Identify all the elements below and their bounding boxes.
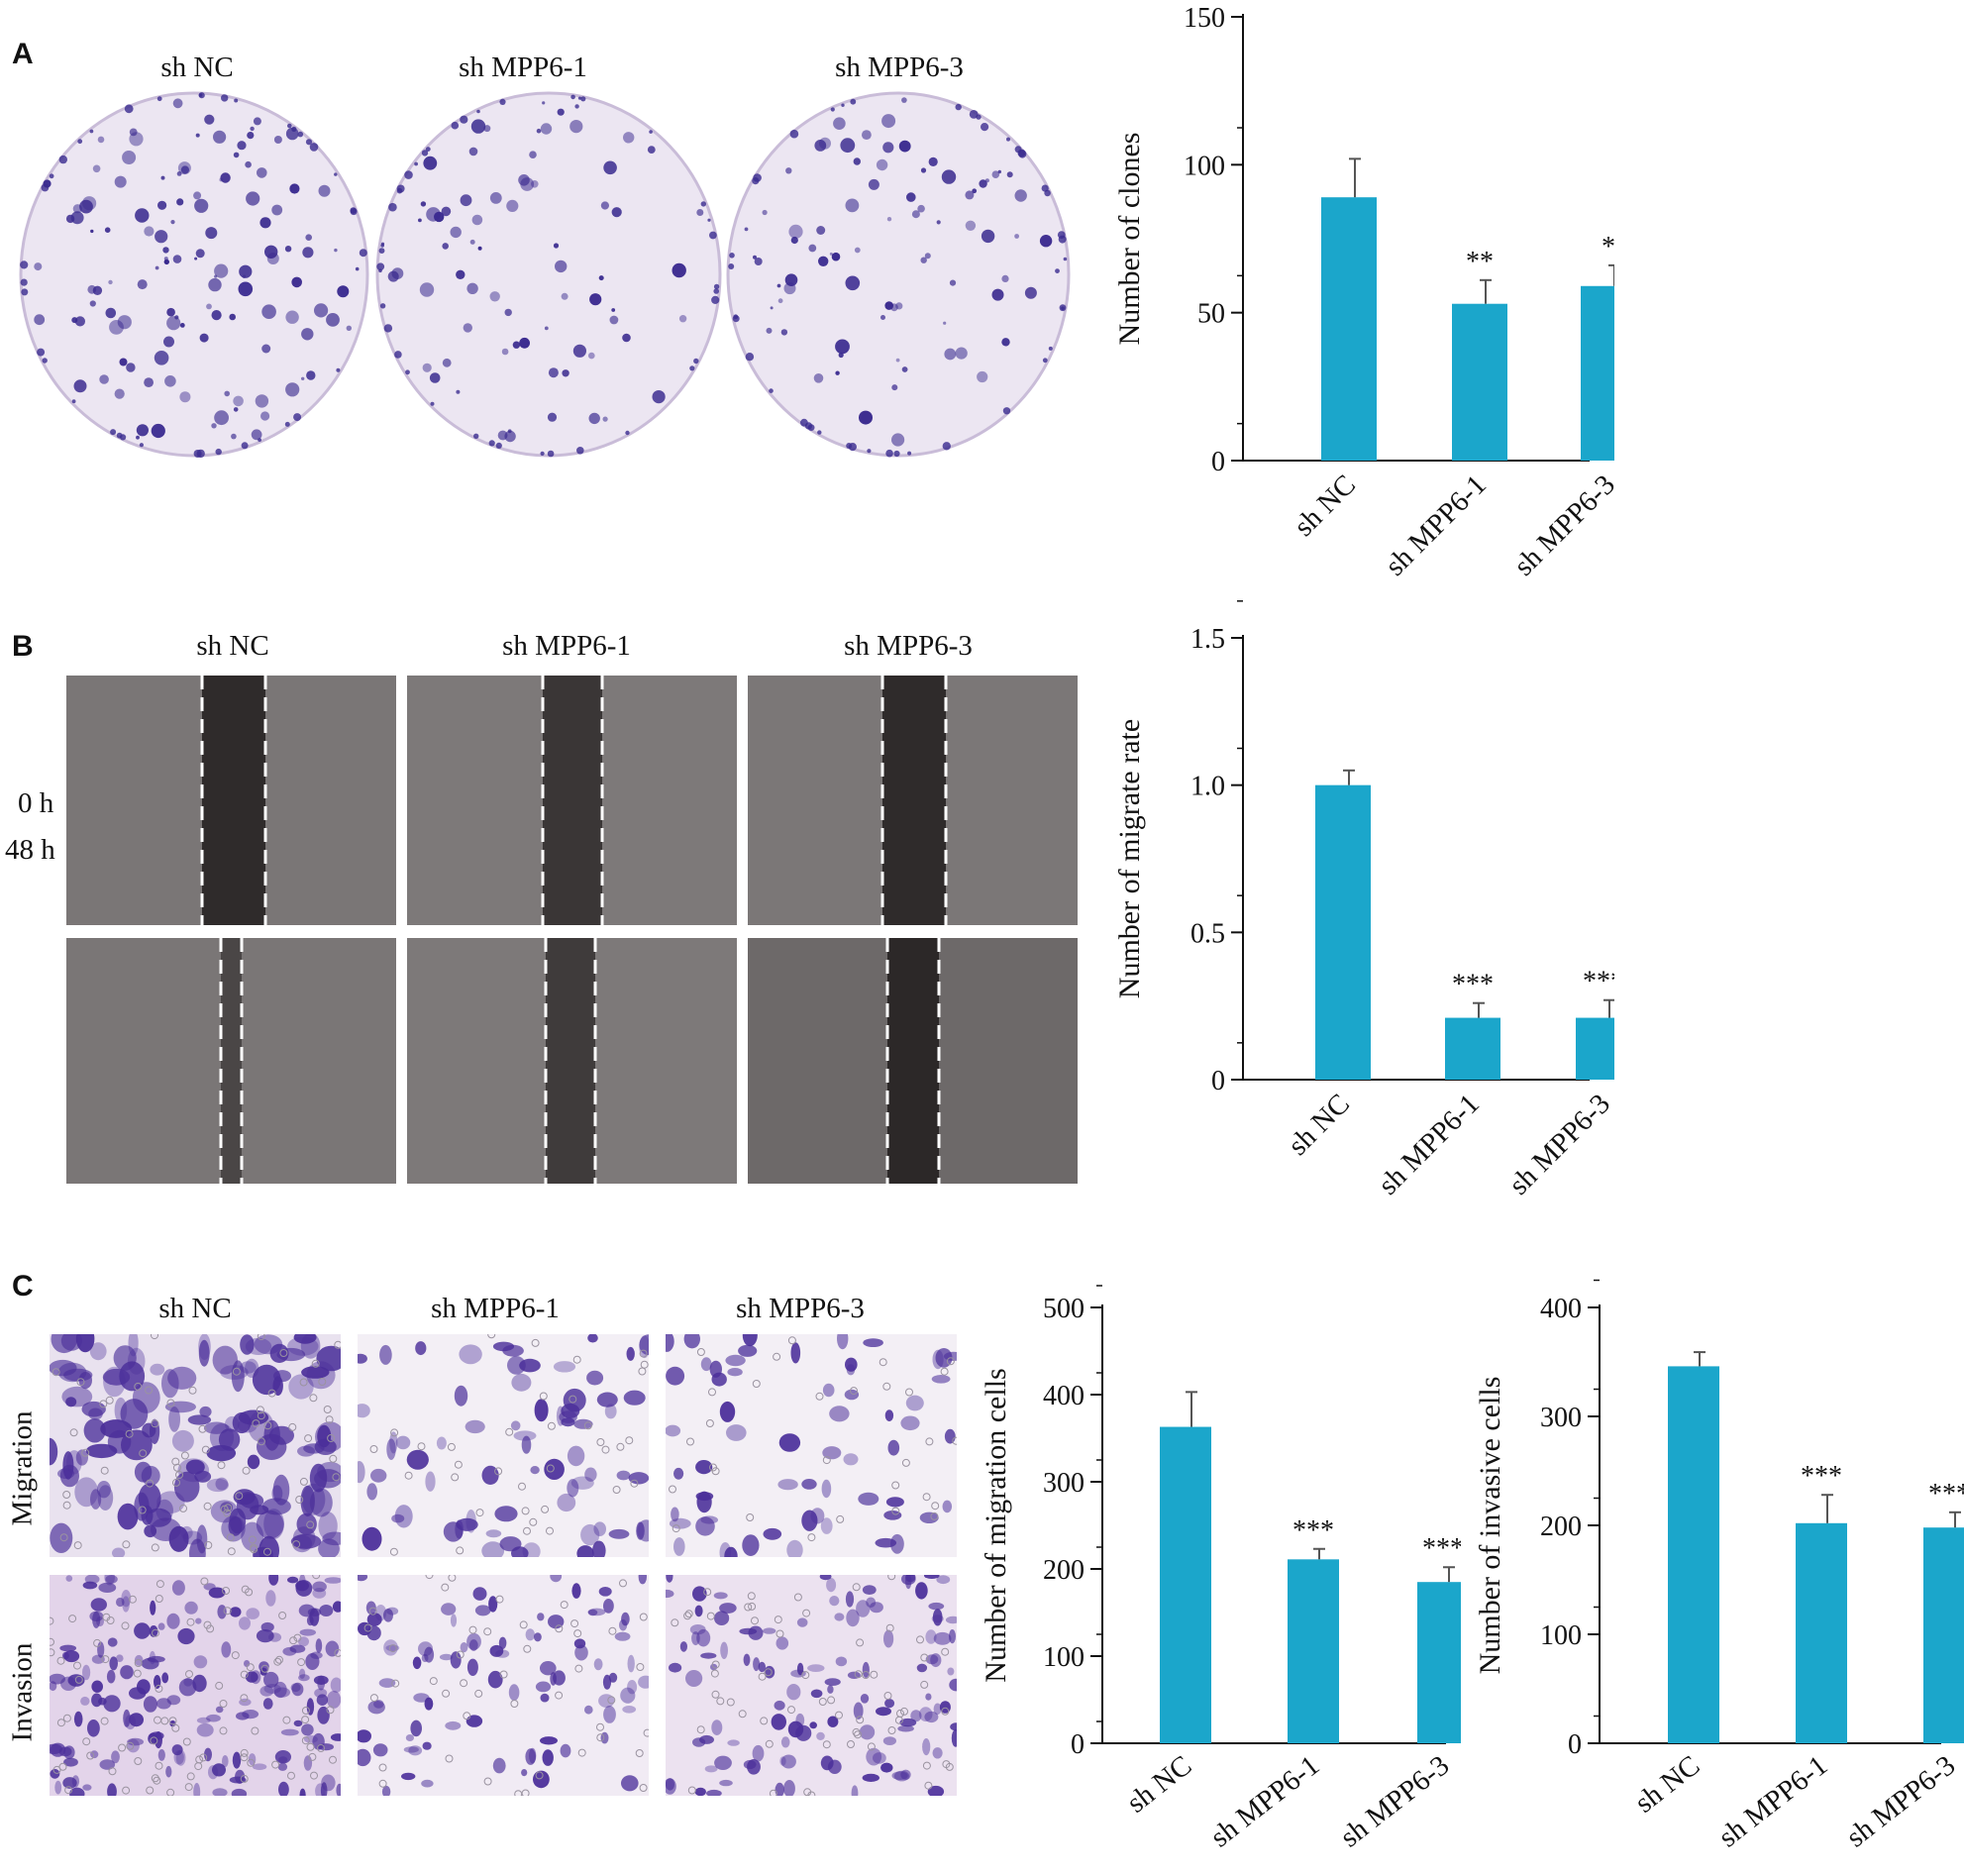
colony-dots <box>376 94 720 458</box>
x-tick-label: sh NC <box>1629 1749 1706 1819</box>
bar <box>1160 1426 1211 1743</box>
chart-migrate-rate: 0 0.5 1.0 1.5 Number of migrate rate sh NC ***… <box>1113 600 1614 1201</box>
bar <box>1796 1522 1847 1743</box>
x-tick-label: sh MPP6-1 <box>1712 1749 1833 1853</box>
panel-b-label-sh-mpp6-1: sh MPP6-1 <box>502 630 631 662</box>
bar <box>1452 303 1507 461</box>
culture-dish-sh-mpp6-3 <box>726 91 1071 458</box>
x-tick-label: sh NC <box>1282 1088 1355 1161</box>
y-tick-label: 400 <box>1540 1294 1582 1324</box>
bar <box>1321 197 1377 462</box>
bar <box>1315 784 1371 1080</box>
y-tick-label: 100 <box>1184 151 1225 181</box>
x-tick-label: sh NC <box>1121 1749 1197 1819</box>
panel-c-label-sh-mpp6-1: sh MPP6-1 <box>431 1293 560 1324</box>
y-axis-label: Number of invasive cells <box>1474 1377 1506 1675</box>
y-tick-label: 200 <box>1540 1511 1582 1542</box>
row-label-48h: 48 h <box>5 834 55 866</box>
x-tick-label: sh MPP6-3 <box>1334 1749 1455 1853</box>
transwell-invasion-sh-mpp6-3 <box>666 1575 957 1796</box>
transwell-invasion-sh-mpp6-1 <box>358 1575 649 1796</box>
scratch-image-sh-mpp6-3-0h <box>748 676 1078 925</box>
colony-dots <box>728 97 1068 458</box>
row-label-0h: 0 h <box>18 787 54 819</box>
y-tick-label: 100 <box>1540 1620 1582 1651</box>
panel-a-label-sh-mpp6-3: sh MPP6-3 <box>835 52 964 83</box>
row-label-invasion: Invasion <box>6 1642 39 1742</box>
x-tick-label: sh NC <box>1288 469 1361 542</box>
bar <box>1576 1017 1614 1080</box>
panel-letter-a: A <box>12 38 34 70</box>
x-tick-label: sh MPP6-3 <box>1840 1749 1961 1853</box>
y-tick-label: 50 <box>1197 299 1225 330</box>
bar <box>1668 1366 1719 1743</box>
y-tick-label: 0 <box>1568 1729 1582 1760</box>
bar <box>1581 285 1614 461</box>
x-tick-label: sh MPP6-3 <box>1508 469 1614 581</box>
scratch-image-sh-nc-0h <box>66 676 396 925</box>
y-axis-label: Number of migration cells <box>980 1368 1012 1682</box>
panel-b-label-sh-mpp6-3: sh MPP6-3 <box>844 630 973 662</box>
y-tick-label: 0.5 <box>1190 918 1225 949</box>
y-tick-label: 1.5 <box>1190 624 1225 655</box>
chart-migration-cells: 0 100 200 300 400 500 Number of migration cell… <box>980 1285 1461 1853</box>
bar <box>1445 1017 1500 1080</box>
scratch-image-sh-nc-48h <box>66 938 396 1184</box>
colony-dots <box>20 92 367 459</box>
y-tick-label: 1.0 <box>1190 772 1225 802</box>
y-axis-label: Number of clones <box>1113 133 1146 346</box>
x-tick-label: sh MPP6-1 <box>1373 1088 1486 1200</box>
culture-dish-sh-mpp6-1 <box>375 91 722 458</box>
y-tick-label: 100 <box>1043 1642 1085 1673</box>
transwell-migration-sh-mpp6-1 <box>358 1334 649 1557</box>
significance-label: * <box>1602 232 1614 262</box>
transwell-migration-sh-mpp6-3 <box>666 1334 957 1557</box>
y-tick-label: 0 <box>1211 1066 1225 1096</box>
y-tick-label: 150 <box>1184 3 1225 34</box>
y-tick-label: 400 <box>1043 1381 1085 1411</box>
y-tick-label: 0 <box>1211 447 1225 477</box>
y-tick-label: 0 <box>1071 1729 1085 1760</box>
bar <box>1923 1527 1964 1743</box>
chart-clones: 0 50 100 150 Number of clones sh NC ** sh MPP6-… <box>1113 3 1614 582</box>
significance-label: ** <box>1466 247 1494 277</box>
significance-label: *** <box>1292 1515 1334 1546</box>
scratch-image-sh-mpp6-3-48h <box>748 938 1078 1184</box>
x-tick-label: sh MPP6-1 <box>1204 1749 1325 1853</box>
transwell-invasion-sh-nc <box>50 1575 341 1796</box>
x-tick-label: sh MPP6-3 <box>1503 1088 1614 1200</box>
scratch-image-sh-mpp6-1-48h <box>407 938 737 1184</box>
significance-label: *** <box>1583 967 1614 997</box>
y-axis-label: Number of migrate rate <box>1113 719 1146 998</box>
row-label-migration: Migration <box>6 1410 39 1526</box>
significance-label: *** <box>1928 1479 1964 1510</box>
significance-label: *** <box>1801 1461 1842 1492</box>
x-tick-label: sh MPP6-1 <box>1380 469 1493 581</box>
bar <box>1417 1582 1461 1743</box>
panel-b-label-sh-nc: sh NC <box>196 630 269 662</box>
panel-c-label-sh-mpp6-3: sh MPP6-3 <box>736 1293 865 1324</box>
chart-invasive-cells: 0 100 200 300 400 Number of invasive cells sh … <box>1474 1279 1964 1853</box>
significance-label: *** <box>1422 1533 1461 1564</box>
panel-letter-c: C <box>12 1270 34 1303</box>
y-tick-label: 300 <box>1043 1468 1085 1499</box>
panel-letter-b: B <box>12 630 34 663</box>
y-tick-label: 500 <box>1043 1294 1085 1324</box>
panel-c-label-sh-nc: sh NC <box>158 1293 232 1324</box>
y-tick-label: 200 <box>1043 1555 1085 1586</box>
panel-a-label-sh-mpp6-1: sh MPP6-1 <box>459 52 587 83</box>
transwell-migration-sh-nc <box>50 1334 341 1557</box>
bar <box>1288 1559 1339 1743</box>
significance-label: *** <box>1452 970 1494 1000</box>
panel-a-label-sh-nc: sh NC <box>160 52 234 83</box>
y-tick-label: 300 <box>1540 1403 1582 1433</box>
culture-dish-sh-nc <box>19 91 369 459</box>
scratch-image-sh-mpp6-1-0h <box>407 676 737 925</box>
